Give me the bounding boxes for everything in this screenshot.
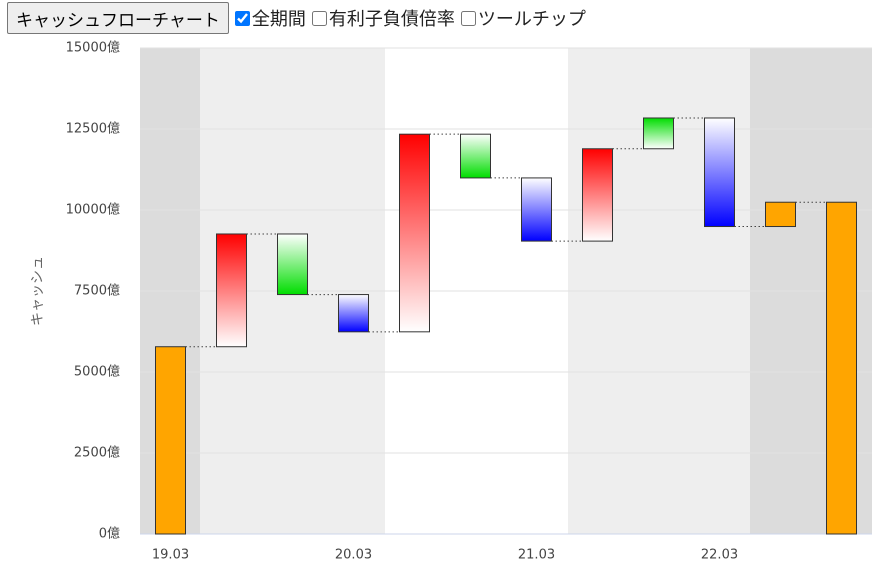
bar bbox=[155, 346, 186, 535]
y-tick-label: 5000億 bbox=[74, 364, 120, 380]
y-axis-label: キャッシュ bbox=[30, 256, 46, 326]
bar bbox=[277, 233, 308, 296]
checkbox-label: 全期間 bbox=[251, 9, 306, 30]
controls: キャッシュフローチャート 全期間 有利子負債倍率 ツールチップ bbox=[7, 2, 586, 34]
checkbox-label: 有利子負債倍率 bbox=[328, 9, 455, 30]
checkbox-input[interactable] bbox=[311, 10, 327, 26]
bar bbox=[460, 133, 491, 179]
checkbox-input[interactable] bbox=[234, 10, 250, 26]
bar bbox=[765, 201, 796, 228]
bar bbox=[399, 133, 430, 333]
bar bbox=[643, 117, 674, 150]
bar bbox=[216, 233, 247, 348]
checkbox[interactable]: 全期間 bbox=[234, 5, 306, 31]
y-tick-label: 15000億 bbox=[66, 40, 120, 56]
x-tick-label: 21.03 bbox=[518, 548, 555, 563]
y-tick-label: 0億 bbox=[99, 526, 120, 542]
y-tick-label: 10000億 bbox=[66, 202, 120, 218]
y-tick-label: 2500億 bbox=[74, 445, 120, 461]
checkbox-input[interactable] bbox=[460, 10, 476, 26]
x-tick-label: 22.03 bbox=[701, 548, 738, 563]
x-tick-label: 19.03 bbox=[152, 548, 189, 563]
chart-button[interactable]: キャッシュフローチャート bbox=[7, 2, 229, 34]
y-tick-label: 7500億 bbox=[74, 283, 120, 299]
x-tick-label: 20.03 bbox=[335, 548, 372, 563]
checkbox[interactable]: ツールチップ bbox=[460, 5, 586, 31]
bar bbox=[521, 177, 552, 242]
bar bbox=[582, 148, 613, 242]
bar bbox=[826, 201, 857, 535]
bar bbox=[704, 117, 735, 228]
bar bbox=[338, 294, 369, 333]
checkbox-label: ツールチップ bbox=[477, 9, 586, 30]
y-tick-label: 12500億 bbox=[66, 121, 120, 137]
checkbox[interactable]: 有利子負債倍率 bbox=[311, 5, 455, 31]
